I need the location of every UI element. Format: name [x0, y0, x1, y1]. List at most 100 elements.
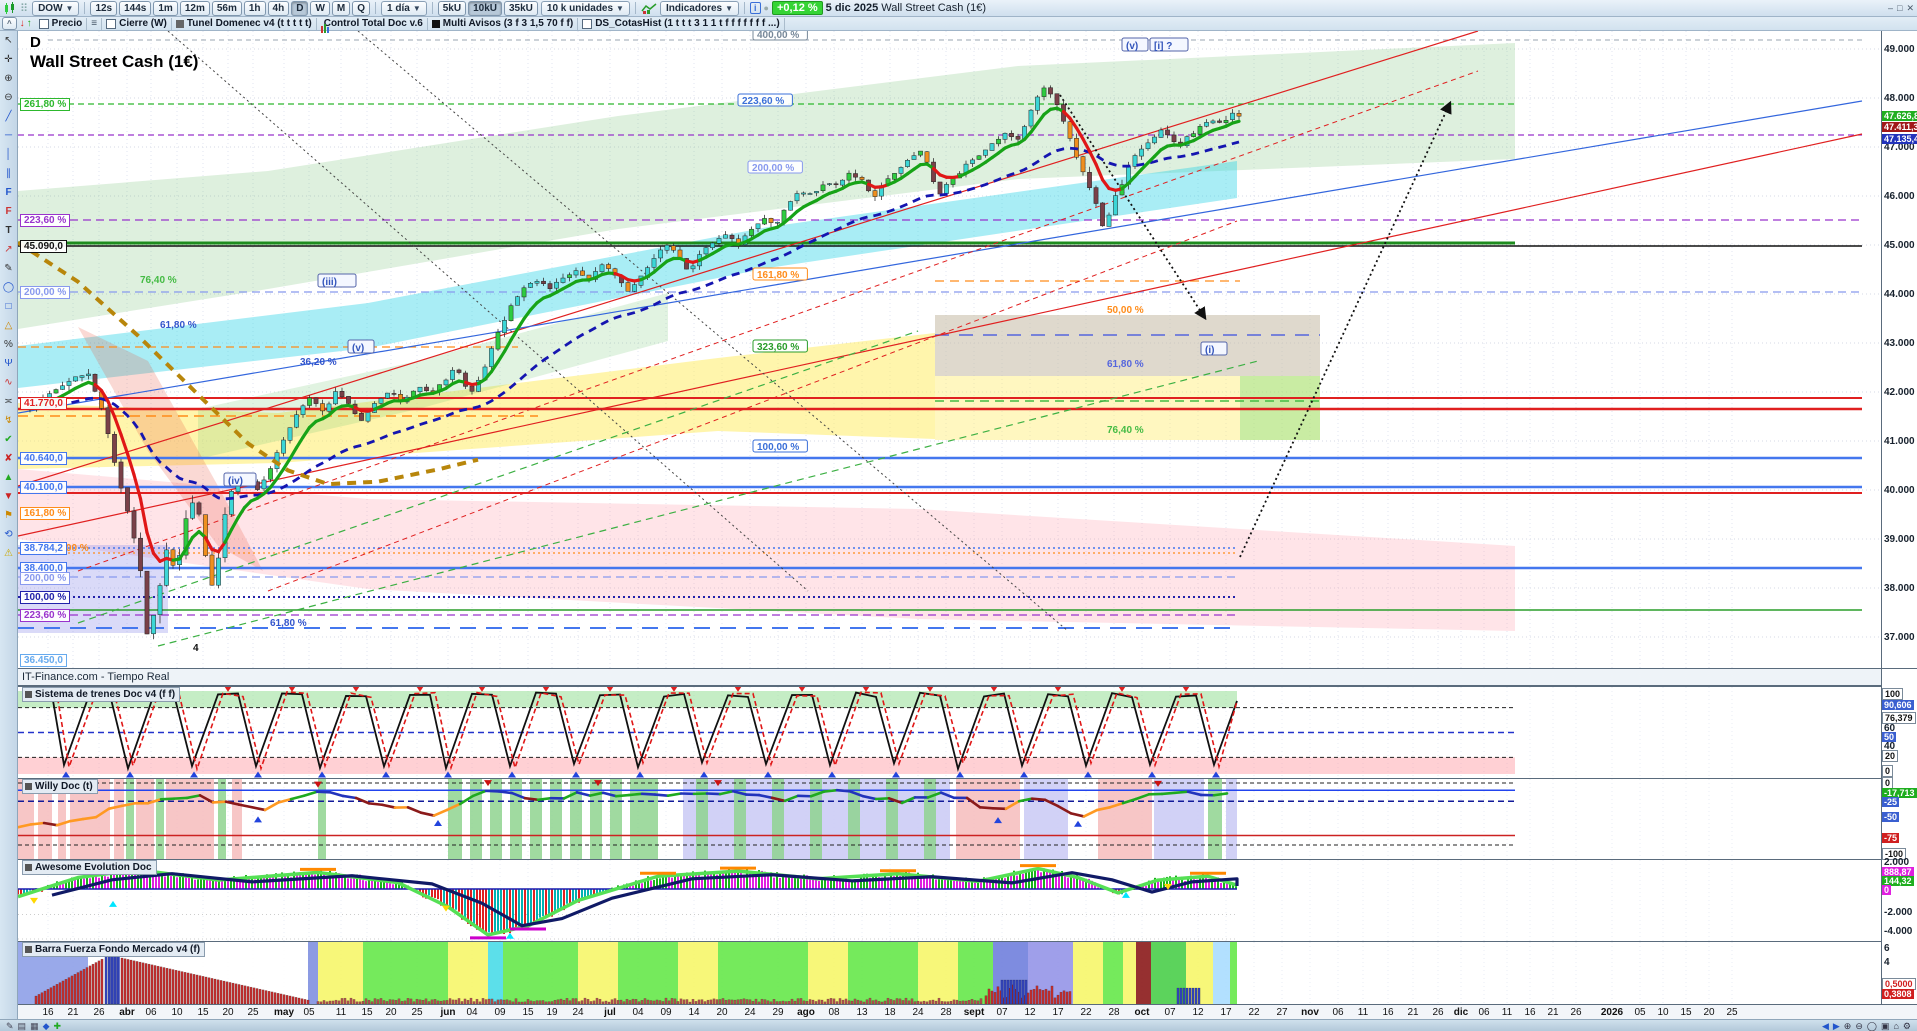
units-selector[interactable]: 10 k unidades ▼ — [540, 0, 630, 16]
arrow-icon[interactable]: ↗ — [4, 243, 13, 255]
svg-text:223,60 %: 223,60 % — [742, 96, 784, 107]
time-label: sept — [963, 1007, 985, 1018]
percent-icon[interactable]: % — [4, 338, 13, 350]
period-selector[interactable]: 1 día ▼ — [381, 0, 427, 16]
buy-marker-icon[interactable]: ▲ — [3, 471, 14, 483]
check-icon[interactable]: ✔ — [4, 433, 13, 445]
chart-grid-icon[interactable]: ▦ — [30, 1020, 39, 1031]
pitchfork-icon[interactable]: Ψ — [4, 357, 13, 369]
timeframe-button-144s[interactable]: 144s — [119, 0, 152, 16]
collapse-legend-button[interactable]: ^ — [2, 17, 17, 30]
time-label: nov — [1301, 1007, 1319, 1018]
unit-button-35kU[interactable]: 35kU — [504, 0, 538, 16]
price-up-arrow-icon[interactable]: ↑ — [26, 18, 32, 29]
flag-icon[interactable]: ⚑ — [4, 509, 13, 521]
legend-item-0[interactable]: Precio — [35, 17, 88, 30]
legend-item-1[interactable]: ≡ — [87, 17, 103, 30]
text-icon[interactable]: T — [5, 224, 12, 236]
home-icon[interactable]: ⌂ — [1893, 1020, 1899, 1031]
indicators-menu[interactable]: Indicadores ▼ — [659, 0, 740, 16]
cursor-icon[interactable]: ↖ — [4, 34, 13, 46]
timeframe-button-M[interactable]: M — [331, 0, 351, 16]
legend-item-2[interactable]: Cierre (W) — [102, 17, 172, 30]
timeframe-button-4h[interactable]: 4h — [267, 0, 290, 16]
channel-icon[interactable]: ∥ — [6, 167, 11, 179]
layout-icon[interactable]: ▣ — [1880, 1020, 1890, 1031]
sell-marker-icon[interactable]: ▼ — [3, 490, 14, 502]
scroll-left-icon[interactable]: ◀ — [1821, 1020, 1829, 1031]
checkbox-icon[interactable] — [106, 18, 117, 29]
zoom-out-icon[interactable]: ⊖ — [1855, 1020, 1863, 1031]
time-label: 26 — [1432, 1007, 1444, 1018]
fibonacci-icon[interactable]: F — [5, 186, 12, 198]
panel-willy-canvas[interactable] — [18, 778, 1881, 859]
timeframe-button-12m[interactable]: 12m — [179, 0, 210, 16]
grip-handle[interactable]: ⠿ — [20, 2, 30, 15]
settings-icon[interactable]: ⚙ — [1902, 1020, 1911, 1031]
circle-tool-icon[interactable]: ◯ — [1866, 1020, 1877, 1031]
list-icon[interactable]: ≡ — [91, 18, 98, 29]
rectangle-icon[interactable]: □ — [5, 300, 12, 312]
panel-header-awesome[interactable]: Awesome Evolution Doc — [22, 860, 157, 875]
price-tick-label: 41.000 — [1884, 436, 1915, 447]
legend-item-label: Precio — [51, 18, 83, 29]
legend-item-4[interactable]: Control Total Doc v.6 — [317, 17, 428, 33]
timeframe-button-W[interactable]: W — [310, 0, 330, 16]
zoom-out-icon[interactable]: ⊖ — [4, 91, 13, 103]
ruler-icon[interactable]: ≍ — [4, 395, 13, 407]
timeframe-button-1m[interactable]: 1m — [153, 0, 178, 16]
checkbox-icon[interactable] — [38, 18, 49, 29]
price-down-arrow-icon[interactable]: ↓ — [19, 18, 25, 29]
pencil-icon[interactable]: ✎ — [6, 1020, 14, 1031]
timeframe-button-D[interactable]: D — [291, 0, 309, 16]
crosshair-icon[interactable]: ✛ — [4, 53, 13, 65]
panel-header-willy[interactable]: Willy Doc (t) — [22, 779, 98, 794]
fibonacci-fan-icon[interactable]: F — [5, 205, 12, 217]
symbol-selector[interactable]: DOW ▼ — [32, 0, 80, 16]
legend-item-6[interactable]: DS_CotasHist (1 t t t 3 1 1 t f f f f f … — [578, 17, 785, 30]
info-icon[interactable]: i — [750, 2, 761, 14]
window-control-1[interactable]: □ — [1897, 3, 1903, 13]
timeframe-button-1h[interactable]: 1h — [243, 0, 266, 16]
panel-header-sistema[interactable]: Sistema de trenes Doc v4 (f f) — [22, 687, 181, 702]
horizontal-line-icon[interactable]: ─ — [4, 129, 13, 141]
zoom-in-icon[interactable]: ⊕ — [1843, 1020, 1852, 1031]
panel-header-barra[interactable]: Barra Fuerza Fondo Mercado v4 (f) — [22, 942, 206, 957]
svg-text:(iii): (iii) — [322, 277, 337, 288]
zoom-in-icon[interactable]: ⊕ — [4, 72, 13, 84]
unit-button-5kU[interactable]: 5kU — [437, 0, 467, 16]
ellipse-icon[interactable]: ◯ — [2, 281, 15, 293]
timeframe-button-12s[interactable]: 12s — [90, 0, 118, 16]
price-chart-canvas[interactable]: 400,00 % 223,60 % 200,00 % 161,80 % 323,60 %… — [18, 31, 1881, 668]
alert-icon[interactable]: ↯ — [4, 414, 13, 426]
pencil-icon[interactable]: ✎ — [4, 262, 13, 274]
price-axis[interactable]: 49.000 48.000 47.000 46.000 45.000 44.000 43.0… — [1881, 31, 1917, 1004]
checkbox-icon[interactable] — [582, 18, 593, 29]
unit-button-10kU[interactable]: 10kU — [468, 0, 502, 16]
provider-bar: IT-Finance.com - Tiempo Real — [18, 668, 1881, 686]
marker-blue-icon[interactable]: ◆ — [42, 1020, 50, 1031]
price-tick-label: 37.000 — [1884, 632, 1915, 643]
time-label: 20 — [716, 1007, 728, 1018]
delete-icon[interactable]: ✘ — [4, 452, 13, 464]
wave-icon[interactable]: ∿ — [4, 376, 13, 388]
add-green-icon[interactable]: ✚ — [53, 1020, 62, 1031]
window-control-0[interactable]: – — [1888, 3, 1894, 13]
scroll-right-icon[interactable]: ▶ — [1832, 1020, 1840, 1031]
refresh-icon[interactable]: ⟲ — [4, 528, 13, 540]
timeframe-button-56m[interactable]: 56m — [211, 0, 242, 16]
legend-item-5[interactable]: Multi Avisos (3 f 3 1,5 70 f f) — [428, 17, 579, 30]
legend-item-3[interactable]: Tunel Domenec v4 (t t t t t) — [172, 17, 317, 30]
timeframe-button-Q[interactable]: Q — [352, 0, 371, 16]
panel-barra-canvas[interactable] — [18, 941, 1881, 1005]
vertical-line-icon[interactable]: │ — [5, 148, 12, 160]
panel-sistema-canvas[interactable] — [18, 686, 1881, 778]
window-control-2[interactable]: ✕ — [1906, 3, 1914, 13]
panel-awesome-canvas[interactable] — [18, 859, 1881, 941]
notes-icon[interactable]: ▤ — [17, 1020, 27, 1031]
triangle-icon[interactable]: △ — [4, 319, 13, 331]
price-tick-label: 49.000 — [1884, 44, 1915, 55]
time-axis[interactable]: 16 21 26 abr 06 10 15 20 25 may 05 11 15 20 25 jun 04 09 1… — [18, 1004, 1917, 1020]
trend-line-icon[interactable]: ╱ — [5, 110, 12, 122]
warning-icon[interactable]: ⚠ — [4, 547, 13, 559]
